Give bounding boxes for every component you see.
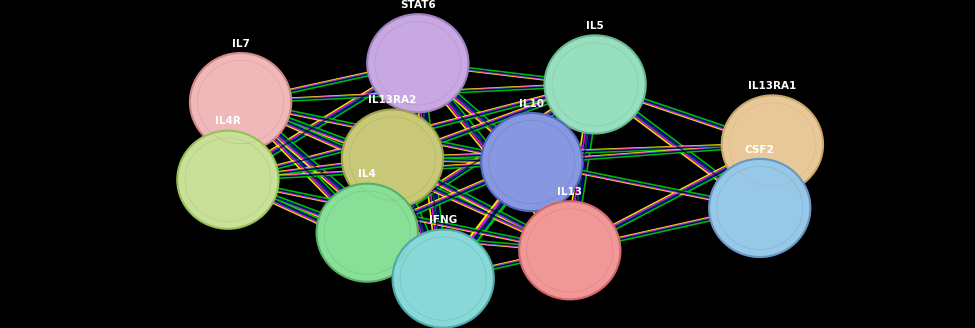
Text: STAT6: STAT6 xyxy=(400,0,436,10)
Text: IFNG: IFNG xyxy=(429,215,457,225)
Text: IL10: IL10 xyxy=(520,99,544,109)
Ellipse shape xyxy=(177,131,279,229)
Text: IL13RA1: IL13RA1 xyxy=(748,81,797,91)
Text: IL7: IL7 xyxy=(232,39,250,49)
Ellipse shape xyxy=(190,53,292,151)
Text: IL13RA2: IL13RA2 xyxy=(369,95,416,105)
Ellipse shape xyxy=(368,14,469,112)
Ellipse shape xyxy=(519,201,620,299)
Text: IL4: IL4 xyxy=(358,169,376,179)
Ellipse shape xyxy=(722,95,823,194)
Text: IL4R: IL4R xyxy=(214,116,241,126)
Ellipse shape xyxy=(342,110,444,208)
Ellipse shape xyxy=(317,184,418,282)
Text: IL5: IL5 xyxy=(586,21,604,31)
Ellipse shape xyxy=(482,113,582,211)
Text: CSF2: CSF2 xyxy=(745,145,774,155)
Ellipse shape xyxy=(393,230,493,328)
Text: IL13: IL13 xyxy=(558,187,582,197)
Ellipse shape xyxy=(544,35,645,133)
Ellipse shape xyxy=(709,159,810,257)
